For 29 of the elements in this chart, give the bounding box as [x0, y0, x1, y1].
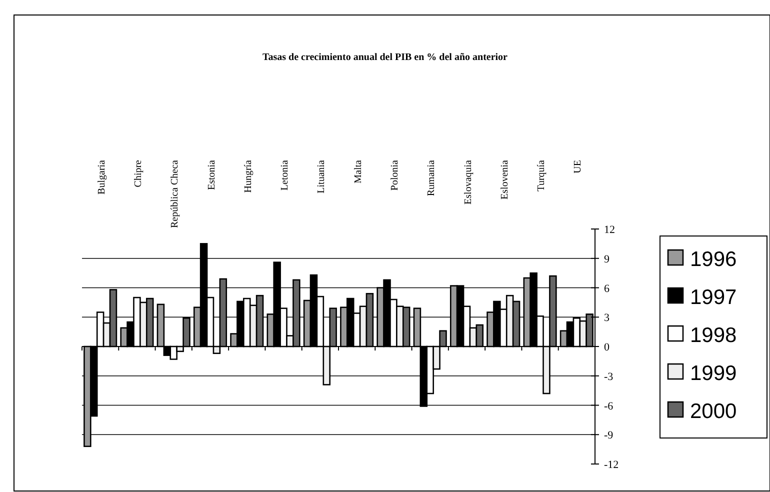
y-tick-label: 6: [604, 282, 610, 295]
y-tick-label: 0: [604, 342, 610, 354]
legend-label: 1999: [690, 362, 737, 385]
legend-label: 1997: [690, 286, 737, 309]
y-tick-label: -3: [604, 370, 614, 383]
y-tick-label: 3: [604, 312, 610, 324]
x-tick-label: Eslovaquia: [462, 159, 474, 204]
x-tick-label: Rumania: [426, 159, 438, 196]
legend-label: 1996: [690, 248, 737, 271]
x-tick-label: Hungría: [242, 159, 254, 193]
x-tick-label: República Checa: [170, 159, 181, 228]
x-tick-label: Lituania: [316, 159, 328, 194]
x-tick-label: Eslovenia: [499, 159, 510, 200]
x-tick-label: Estonia: [206, 159, 218, 190]
y-tick-label: -9: [604, 430, 614, 442]
x-tick-label: Turquía: [536, 159, 548, 192]
x-tick-label: UE: [572, 160, 584, 174]
x-tick-label: Chipre: [132, 159, 144, 188]
x-tick-label: Malta: [352, 159, 364, 184]
legend-label: 2000: [690, 400, 737, 423]
x-tick-label: Bulgaria: [96, 159, 108, 194]
y-tick-label: 9: [604, 253, 610, 266]
y-tick-label: -6: [604, 400, 614, 412]
legend-label: 1998: [690, 324, 737, 347]
y-tick-label: -12: [604, 459, 619, 471]
chart-title: Tasas de crecimiento anual del PIB en % del año anterior: [262, 52, 508, 63]
x-tick-label: Polonia: [389, 159, 400, 191]
y-tick-label: 12: [604, 224, 615, 236]
x-tick-label: Letonia: [280, 159, 291, 191]
